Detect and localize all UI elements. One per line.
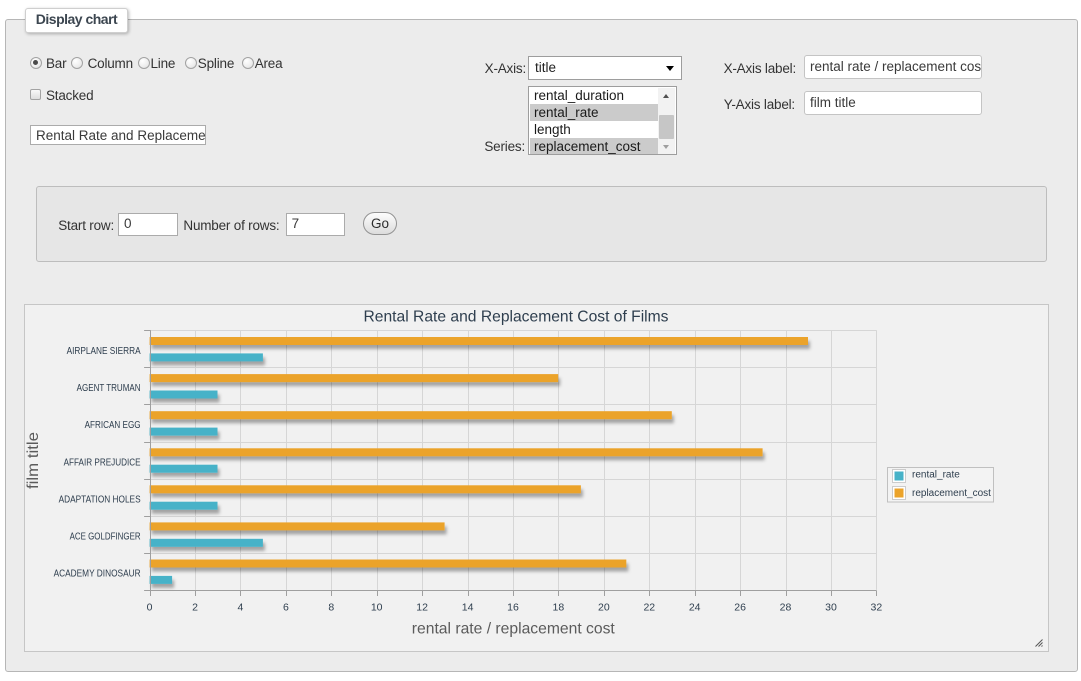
svg-text:2: 2 [192,602,198,614]
svg-text:22: 22 [643,602,655,614]
svg-text:ACE GOLDFINGER: ACE GOLDFINGER [70,531,141,542]
svg-text:30: 30 [825,602,837,614]
svg-text:AGENT TRUMAN: AGENT TRUMAN [77,383,141,394]
svg-text:ADAPTATION HOLES: ADAPTATION HOLES [59,494,141,505]
svg-text:AIRPLANE SIERRA: AIRPLANE SIERRA [67,346,141,357]
svg-text:20: 20 [598,602,610,614]
svg-text:Rental Rate and Replacement Co: Rental Rate and Replacement Cost of Film… [364,308,669,325]
svg-text:18: 18 [553,602,565,614]
svg-text:rental_rate: rental_rate [912,470,960,481]
svg-text:14: 14 [462,602,474,614]
svg-text:AFFAIR PREJUDICE: AFFAIR PREJUDICE [64,457,141,468]
svg-text:12: 12 [416,602,428,614]
svg-text:0: 0 [147,602,153,614]
svg-text:6: 6 [283,602,289,614]
svg-text:replacement_cost: replacement_cost [912,488,991,499]
svg-text:10: 10 [371,602,383,614]
svg-text:ACADEMY DINOSAUR: ACADEMY DINOSAUR [54,569,141,580]
svg-text:rental rate / replacement cost: rental rate / replacement cost [412,621,616,638]
svg-text:24: 24 [689,602,701,614]
svg-text:32: 32 [871,602,883,614]
svg-text:28: 28 [780,602,792,614]
svg-text:film title: film title [25,432,42,489]
svg-text:16: 16 [507,602,519,614]
svg-text:4: 4 [237,602,243,614]
svg-text:AFRICAN EGG: AFRICAN EGG [85,420,141,431]
svg-text:8: 8 [328,602,334,614]
svg-text:26: 26 [734,602,746,614]
